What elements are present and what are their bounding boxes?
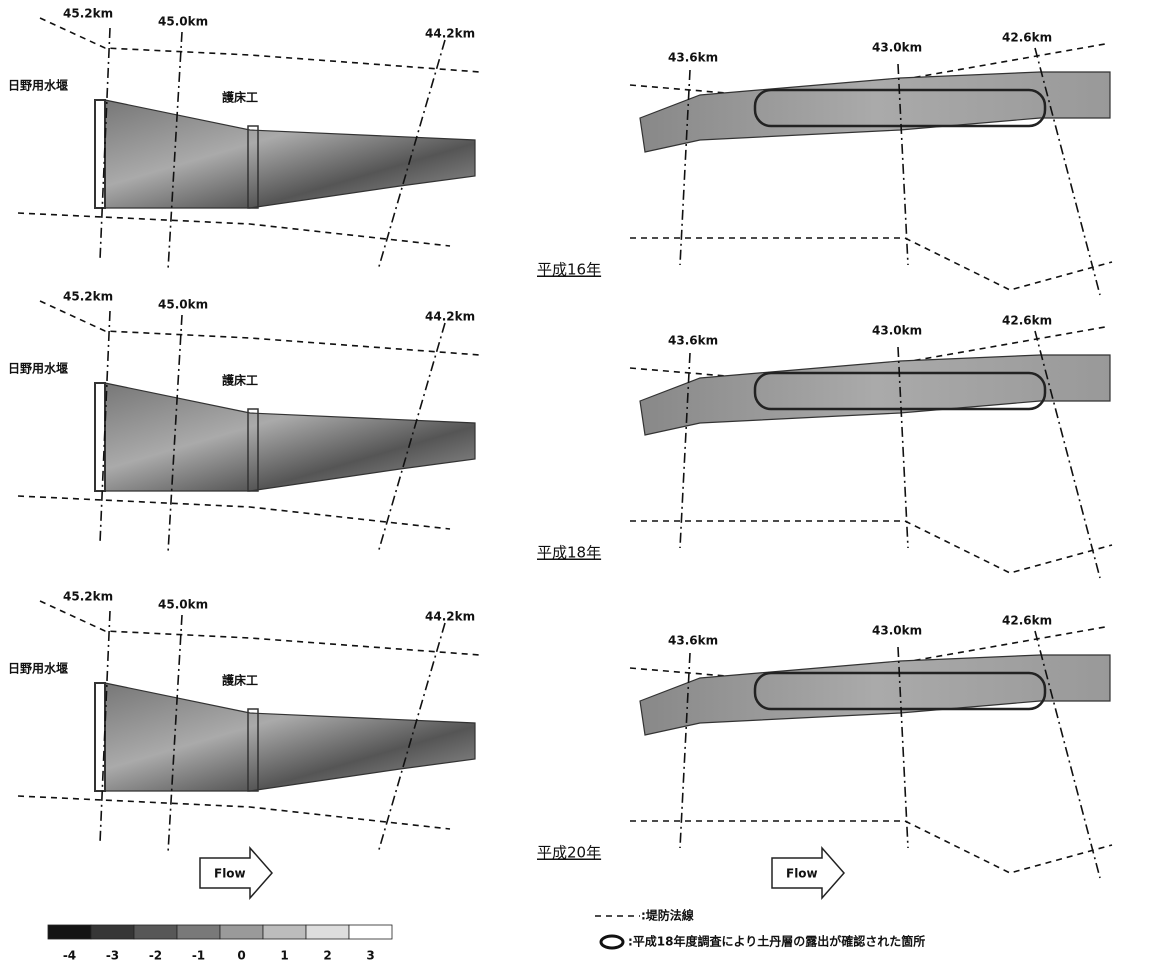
river-bed <box>105 683 475 791</box>
scale-label: 1 <box>280 949 288 963</box>
color-cell <box>91 925 134 939</box>
scale-label: -2 <box>149 949 162 963</box>
scale-label: 0 <box>237 949 245 963</box>
bank-line <box>40 601 480 655</box>
km-label: 42.6km <box>1002 31 1052 45</box>
km-label: 43.0km <box>872 41 922 55</box>
color-cell <box>177 925 220 939</box>
apron-label: 護床工 <box>222 373 258 388</box>
figure: 45.2km45.0km44.2km日野用水堰護床工43.6km43.0km42… <box>0 0 1157 964</box>
km-label: 42.6km <box>1002 314 1052 328</box>
km-label: 45.2km <box>63 590 113 604</box>
scale-label: -3 <box>106 949 119 963</box>
scale-label: -4 <box>63 949 76 963</box>
km-label: 45.0km <box>158 15 208 29</box>
legend-ellipse <box>601 936 623 948</box>
km-label: 42.6km <box>1002 614 1052 628</box>
km-label: 45.0km <box>158 298 208 312</box>
color-cell <box>134 925 177 939</box>
legend-label: :堤防法線 <box>641 908 694 923</box>
river-bed <box>640 355 1110 435</box>
year-label: 平成18年 <box>537 544 601 562</box>
km-label: 45.2km <box>63 290 113 304</box>
bank-line <box>18 496 450 529</box>
km-label: 44.2km <box>425 610 475 624</box>
scale-label: -1 <box>192 949 205 963</box>
apron-label: 護床工 <box>222 673 258 688</box>
weir-label: 日野用水堰 <box>8 661 68 676</box>
flow-label: Flow <box>786 867 818 881</box>
bank-line <box>18 796 450 829</box>
bank-line <box>630 238 1112 290</box>
weir-label: 日野用水堰 <box>8 78 68 93</box>
weir-label: 日野用水堰 <box>8 361 68 376</box>
color-cell <box>220 925 263 939</box>
scale-label: 3 <box>366 949 374 963</box>
bank-line <box>40 18 480 72</box>
km-label: 43.6km <box>668 334 718 348</box>
km-label: 44.2km <box>425 27 475 41</box>
year-label: 平成20年 <box>537 844 601 862</box>
bank-line <box>18 213 450 246</box>
river-bed <box>640 655 1110 735</box>
color-cell <box>263 925 306 939</box>
river-bed <box>640 72 1110 152</box>
section-line <box>680 353 690 548</box>
km-label: 45.2km <box>63 7 113 21</box>
km-label: 43.6km <box>668 634 718 648</box>
color-cell <box>349 925 392 939</box>
km-label: 44.2km <box>425 310 475 324</box>
color-cell <box>48 925 91 939</box>
flow-label: Flow <box>214 867 246 881</box>
km-label: 43.0km <box>872 624 922 638</box>
apron-label: 護床工 <box>222 90 258 105</box>
river-bed <box>105 100 475 208</box>
bank-line <box>40 301 480 355</box>
km-label: 43.6km <box>668 51 718 65</box>
color-cell <box>306 925 349 939</box>
section-line <box>680 653 690 848</box>
km-label: 45.0km <box>158 598 208 612</box>
legend-label: :平成18年度調査により土丹層の露出が確認された箇所 <box>628 934 925 949</box>
river-bed <box>105 383 475 491</box>
bank-line <box>630 821 1112 873</box>
km-label: 43.0km <box>872 324 922 338</box>
bank-line <box>630 521 1112 573</box>
year-label: 平成16年 <box>537 261 601 279</box>
section-line <box>680 70 690 265</box>
scale-label: 2 <box>323 949 331 963</box>
